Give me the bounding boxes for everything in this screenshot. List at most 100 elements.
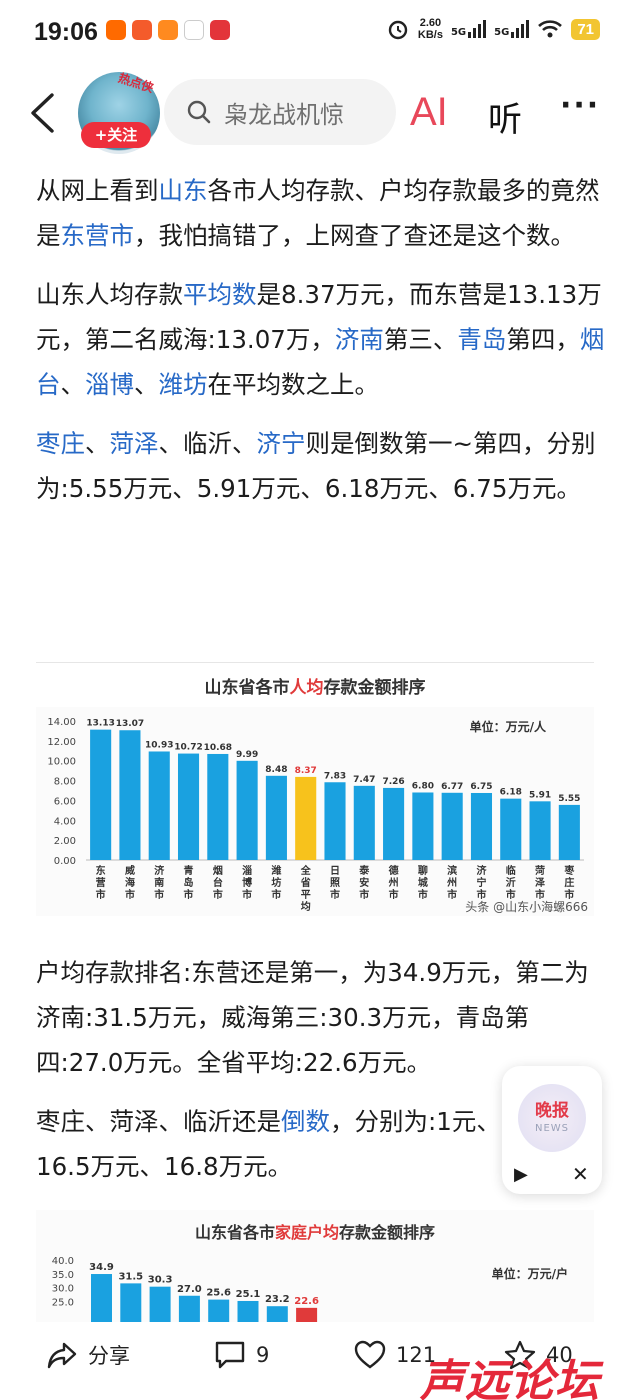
topic-link[interactable]: 倒数 bbox=[281, 1107, 330, 1136]
chart-image-per-capita[interactable]: 山东省各市人均存款金额排序 单位：万元/人 14.00 12.00 10.00 8.00 6… bbox=[36, 662, 594, 916]
topic-link[interactable]: 平均数 bbox=[183, 280, 257, 309]
more-button[interactable]: ··· bbox=[560, 88, 601, 123]
category-label: 济南市 bbox=[154, 864, 165, 901]
data-label: 8.37 bbox=[295, 766, 317, 776]
category-char: 淄 bbox=[242, 864, 252, 877]
app-icon bbox=[132, 20, 152, 40]
chart-bar bbox=[207, 753, 229, 860]
data-label: 22.6 bbox=[294, 1296, 319, 1307]
text-segment: 、 bbox=[85, 429, 110, 458]
data-label: 30.3 bbox=[148, 1275, 173, 1286]
close-icon[interactable]: ✕ bbox=[572, 1162, 589, 1186]
notification-icons bbox=[106, 20, 230, 40]
category-label: 泰安市 bbox=[358, 864, 370, 901]
data-label: 9.99 bbox=[236, 750, 258, 760]
category-char: 威 bbox=[125, 864, 135, 877]
like-count: 121 bbox=[396, 1343, 437, 1367]
chart-title: 山东省各市家庭户均存款金额排序 bbox=[195, 1223, 435, 1242]
category-char: 潍 bbox=[271, 864, 281, 877]
category-char: 市 bbox=[564, 888, 574, 901]
topic-link[interactable]: 潍坊 bbox=[158, 370, 208, 399]
category-char: 市 bbox=[330, 888, 340, 901]
text-segment: 元、16.5万元、16.8万元。 bbox=[36, 1107, 501, 1181]
app-icon bbox=[210, 20, 230, 40]
net-speed: 2.60 KB/s bbox=[418, 17, 443, 41]
category-char: 济 bbox=[476, 864, 487, 877]
listen-button[interactable]: 听 bbox=[488, 100, 522, 140]
search-bar[interactable]: 枭龙战机惊 bbox=[164, 79, 396, 145]
topic-link[interactable]: 烟台 bbox=[36, 325, 605, 399]
news-widget[interactable]: 晚报 NEWS ▶ ✕ bbox=[502, 1066, 602, 1194]
category-char: 东 bbox=[96, 864, 106, 877]
category-char: 照 bbox=[330, 877, 340, 889]
chart-title-part: 人均 bbox=[290, 677, 324, 698]
paragraph: 山东人均存款平均数是8.37万元，而东营是13.13万元，第二名威海:13.07… bbox=[36, 272, 606, 407]
text-segment: 、 bbox=[134, 370, 159, 399]
chart-bar bbox=[208, 1299, 230, 1322]
data-label: 7.47 bbox=[353, 775, 375, 785]
topic-link[interactable]: 山东 bbox=[158, 176, 208, 205]
article-header: 热点侠 +关注 枭龙战机惊 AI 听 ··· bbox=[0, 70, 630, 154]
chart-bar bbox=[412, 792, 434, 860]
category-label: 威海市 bbox=[125, 864, 135, 901]
y-tick-label: 6.00 bbox=[54, 796, 76, 807]
text-segment: 、 bbox=[60, 370, 86, 399]
follow-button[interactable]: +关注 bbox=[81, 122, 151, 148]
chart-bar bbox=[148, 751, 170, 860]
app-icon bbox=[106, 20, 126, 40]
category-label: 济宁市 bbox=[476, 864, 487, 901]
topic-link[interactable]: 菏泽 bbox=[109, 429, 159, 458]
topic-link[interactable]: 济宁 bbox=[256, 429, 306, 458]
category-char: 市 bbox=[125, 888, 135, 901]
chart-bar bbox=[383, 787, 405, 860]
net-speed-value: 2.60 bbox=[419, 17, 442, 29]
category-char: 市 bbox=[418, 888, 428, 901]
heart-icon bbox=[354, 1340, 386, 1369]
text-segment: 是8.37万元，而东营是13.13万元，第二名威海:13.07万， bbox=[36, 280, 602, 354]
category-char: 城 bbox=[418, 876, 428, 889]
category-label: 潍坊市 bbox=[271, 864, 281, 901]
article-body: 从网上看到山东各市人均存款、户均存款最多的竟然是东营市，我怕搞错了，上网查了查还… bbox=[36, 168, 606, 525]
category-char: 市 bbox=[389, 888, 399, 901]
topic-link[interactable]: 青岛 bbox=[457, 325, 507, 354]
comment-button[interactable]: 9 bbox=[214, 1340, 269, 1370]
category-char: 市 bbox=[271, 888, 281, 901]
y-tick-label: 25.0 bbox=[52, 1297, 74, 1308]
category-char: 南 bbox=[154, 876, 164, 889]
sim1-label: 5G bbox=[450, 27, 467, 38]
category-char: 市 bbox=[154, 888, 164, 901]
share-button[interactable]: 分享 bbox=[46, 1340, 130, 1370]
category-char: 坊 bbox=[271, 876, 281, 889]
news-badge[interactable]: 晚报 NEWS bbox=[518, 1084, 586, 1152]
ai-button[interactable]: AI bbox=[410, 90, 448, 134]
star-icon bbox=[504, 1340, 536, 1370]
y-tick-label: 10.00 bbox=[47, 757, 76, 768]
chart-image-household[interactable]: 山东省各市家庭户均存款金额排序 单位：万元/户 40.0 35.0 30.0 25.0 34… bbox=[36, 1210, 594, 1322]
topic-link[interactable]: 济南 bbox=[334, 325, 384, 354]
topic-link[interactable]: 东营市 bbox=[60, 221, 135, 250]
category-char: 市 bbox=[506, 888, 516, 901]
back-icon[interactable] bbox=[28, 92, 56, 134]
play-icon[interactable]: ▶ bbox=[514, 1164, 528, 1185]
category-char: 省 bbox=[300, 876, 311, 889]
y-tick-label: 2.00 bbox=[54, 836, 76, 847]
topic-link[interactable]: 枣庄 bbox=[36, 429, 85, 458]
category-char: 菏 bbox=[535, 864, 545, 877]
signal-icon: 5G bbox=[494, 20, 530, 38]
category-char: 台 bbox=[213, 876, 223, 889]
chart-bar bbox=[558, 804, 580, 860]
data-label: 13.07 bbox=[116, 719, 144, 729]
category-char: 德 bbox=[388, 864, 399, 877]
signal-icon: 5G bbox=[450, 20, 487, 38]
text-segment: 户均存款排名:东营还是第一，为34.9万元，第二为济南:31.5万元，威海第三:… bbox=[36, 958, 589, 1077]
category-label: 滨州市 bbox=[446, 864, 457, 901]
data-label: 25.1 bbox=[236, 1289, 261, 1300]
category-char: 全 bbox=[300, 864, 312, 877]
like-button[interactable]: 121 bbox=[354, 1340, 436, 1370]
chart-bar bbox=[266, 1306, 288, 1322]
share-label: 分享 bbox=[88, 1344, 130, 1368]
category-char: 营 bbox=[96, 876, 106, 889]
chart-bar bbox=[178, 1295, 200, 1322]
topic-link[interactable]: 淄博 bbox=[85, 370, 134, 399]
favorite-button[interactable]: 40 bbox=[504, 1340, 573, 1370]
